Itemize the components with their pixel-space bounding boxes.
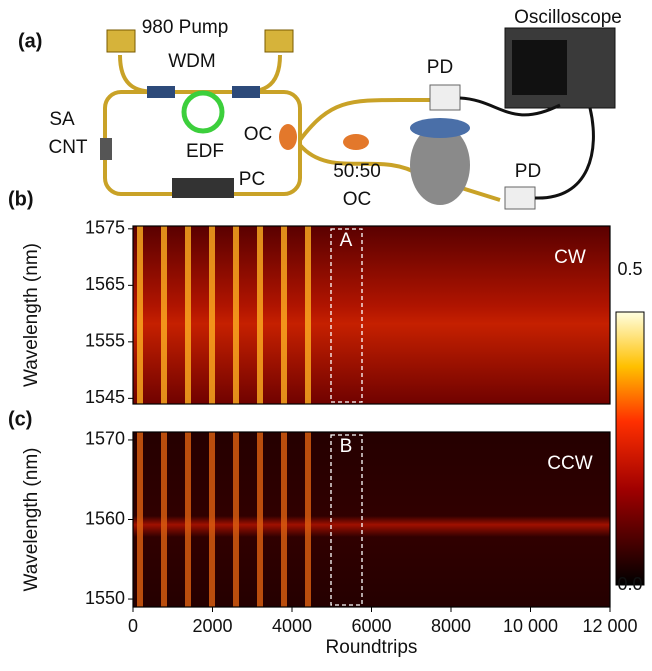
screen [512,40,567,95]
colorbar-tick-label: 0.0 [617,574,642,594]
label: WDM [168,51,215,72]
x-tick-label: 8000 [431,616,471,636]
label: EDF [186,141,224,162]
x-tick-label: 12 000 [582,616,637,636]
pulse-stripe [161,226,167,404]
figure: (a) 980 Pump WDM Oscilloscope PD SA CNT … [0,0,652,666]
pulse-stripe [137,432,143,607]
y-tick-label: 1570 [85,429,125,449]
label: PD [427,57,453,78]
spool [410,118,470,138]
colorbar-tick-label: 0.5 [617,259,642,279]
pulse-stripe [281,432,287,607]
box-label: B [340,436,353,457]
direction-label: CCW [547,453,592,474]
label: 980 Pump [142,17,229,38]
fiber [300,100,500,200]
sa-cnt [100,138,112,160]
panel-label: (a) [18,30,42,52]
coupler [279,124,297,150]
y-tick-label: 1575 [85,218,125,238]
y-tick-label: 1555 [85,331,125,351]
pulse-stripe [281,226,287,404]
x-tick-label: 0 [128,616,138,636]
pulse-stripe [233,226,239,404]
y-tick-label: 1560 [85,508,125,528]
pulse-stripe [209,226,215,404]
label: Oscilloscope [514,7,622,28]
direction-label: CW [554,247,586,268]
y-axis-label: Wavelength (nm) [21,243,42,387]
pulse-stripe [305,432,311,607]
y-tick-label: 1565 [85,274,125,294]
x-tick-label: 2000 [192,616,232,636]
schematic: (a) 980 Pump WDM Oscilloscope PD SA CNT … [18,7,622,210]
pulse-stripe [137,226,143,404]
label: 50:50 [333,161,381,182]
pulse-stripe [233,432,239,607]
heatmap [133,432,610,607]
pc [172,178,234,198]
pulse-stripe [305,226,311,404]
pulse-stripe [209,432,215,607]
wdm [147,86,175,98]
wdm [232,86,260,98]
cable [460,98,593,198]
panel-label: (c) [8,408,32,430]
label: OC [343,189,372,210]
label: CNT [48,137,87,158]
y-axis-label: Wavelength (nm) [21,448,42,592]
x-tick-label: 6000 [351,616,391,636]
pump [265,30,293,52]
pulse-stripe [257,226,263,404]
label: PD [515,161,541,182]
pulse-stripe [185,432,191,607]
label: OC [244,124,273,145]
pump [107,30,135,52]
x-tick-label: 4000 [272,616,312,636]
x-tick-label: 10 000 [503,616,558,636]
y-tick-label: 1545 [85,387,125,407]
x-axis-label: Roundtrips [326,637,418,658]
pulse-stripe [185,226,191,404]
label: PC [239,169,265,190]
pulse-stripe [161,432,167,607]
edf [184,93,222,131]
y-tick-label: 1550 [85,588,125,608]
pd [430,85,460,110]
coupler [343,134,369,150]
colorbar [616,312,644,585]
box-label: A [340,230,353,251]
pd [505,187,535,209]
pulse-stripe [257,432,263,607]
panel-label: (b) [8,188,34,210]
label: SA [49,109,75,130]
heatmap [133,226,610,404]
